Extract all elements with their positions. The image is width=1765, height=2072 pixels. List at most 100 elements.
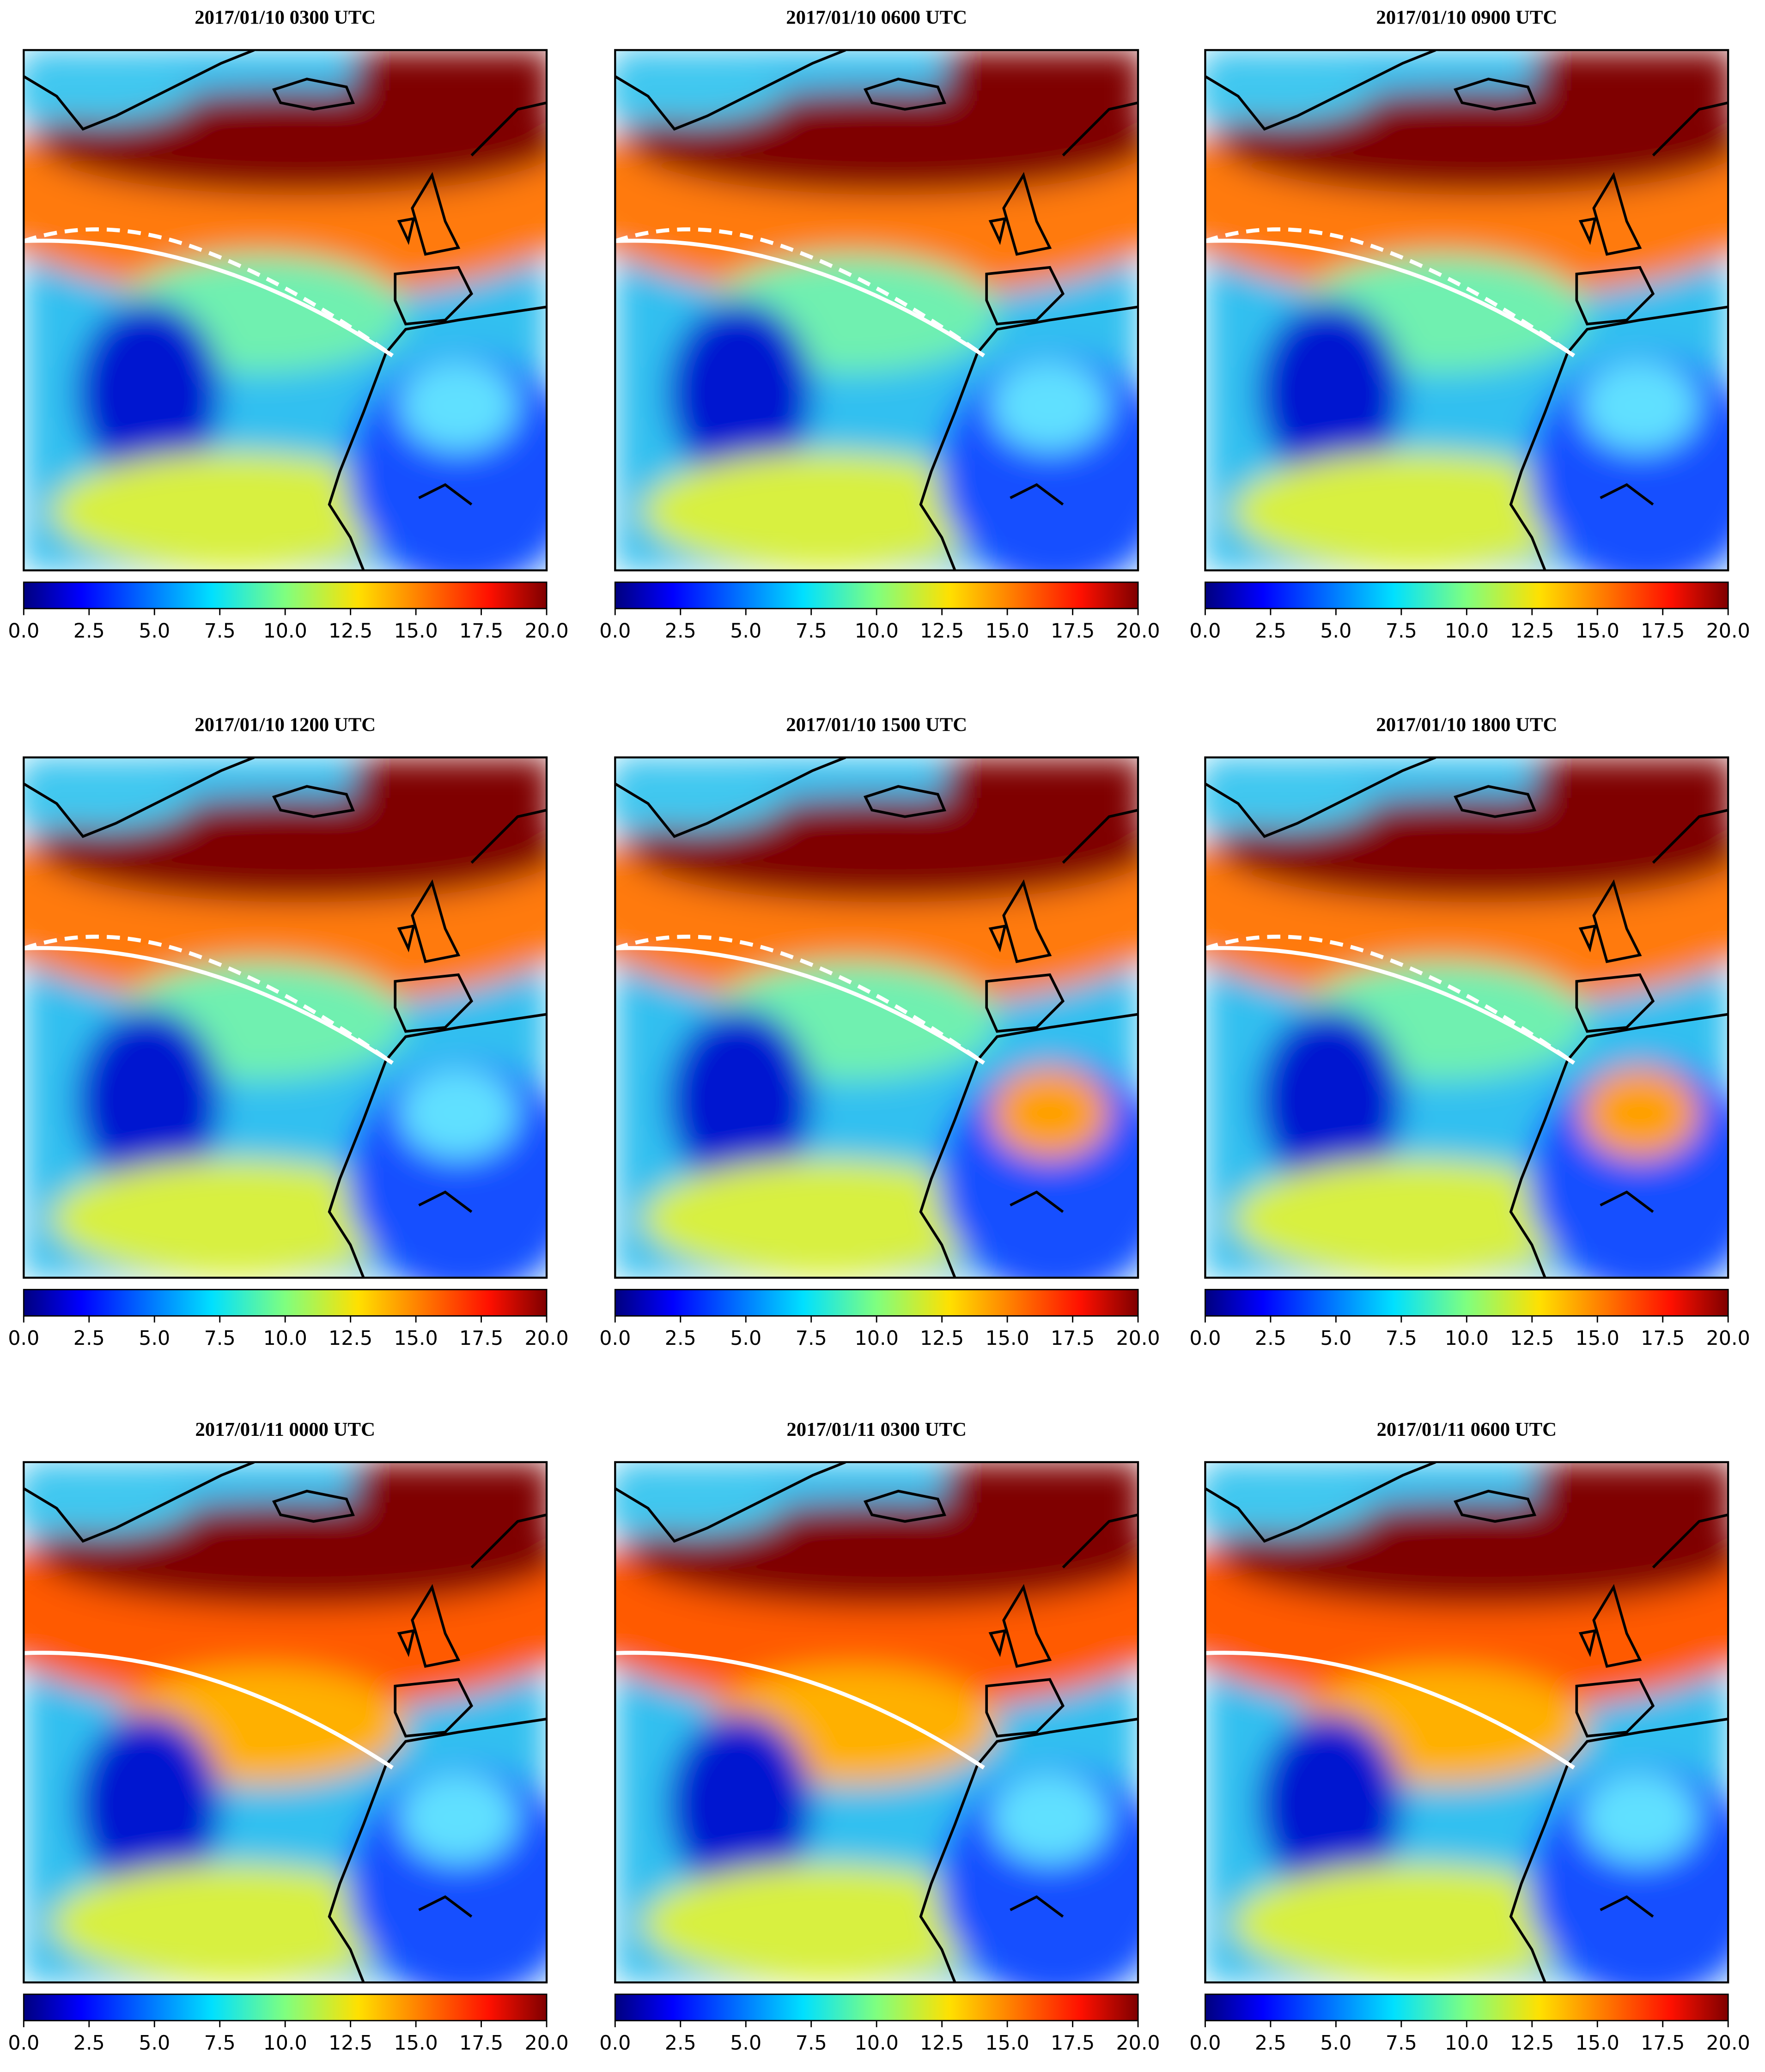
coastline xyxy=(863,1489,946,1523)
coastline xyxy=(1575,266,1655,326)
coastline xyxy=(1509,1013,1728,1278)
colorbar-tick-label: 20.0 xyxy=(1116,620,1160,643)
field-blob xyxy=(24,56,195,123)
coastline xyxy=(24,757,255,838)
field-blob xyxy=(1231,1159,1601,1278)
field-blob xyxy=(1534,50,1728,129)
coastline xyxy=(1454,785,1537,818)
field-blob xyxy=(76,300,221,485)
colorbar-tick-label: 15.0 xyxy=(394,2032,438,2055)
colorbar xyxy=(1205,1288,1729,1317)
coastline xyxy=(394,973,474,1033)
field-blob xyxy=(990,1067,1109,1160)
map xyxy=(1205,1462,1728,1983)
colorbar-tick-label: 15.0 xyxy=(394,620,438,643)
coastline xyxy=(988,879,1052,963)
colorbar-tick-label: 10.0 xyxy=(855,1327,899,1350)
panel-title: 2017/01/10 1200 UTC xyxy=(195,714,376,735)
field-blob xyxy=(50,1864,419,1983)
field-blob xyxy=(76,1008,221,1192)
colorbar-tick-label: 20.0 xyxy=(1116,2032,1160,2055)
coastline xyxy=(1578,172,1642,256)
colorbar-tick-label: 5.0 xyxy=(1320,2032,1351,2055)
colorbar xyxy=(614,1993,1139,2022)
colorbar-tick-label: 7.5 xyxy=(796,620,827,643)
wind-field xyxy=(24,50,547,571)
panel: 2017/01/11 0300 UTC 0.0 2.5 5.0 7.5 10.0 12.5 1… xyxy=(599,1419,1160,2055)
panel-title: 2017/01/11 0000 UTC xyxy=(195,1419,375,1440)
panel: 2017/01/10 1200 UTC 0.0 2.5 5.0 7.5 10.0 12.5 1… xyxy=(8,714,568,1350)
colorbar-tick-label: 2.5 xyxy=(1255,620,1286,643)
field-blob xyxy=(1231,451,1601,571)
colorbar-tick-label: 5.0 xyxy=(139,620,170,643)
field-blob xyxy=(944,1462,1138,1541)
coastline xyxy=(272,78,355,111)
coastline xyxy=(1205,50,1436,131)
colorbar-tick-label: 10.0 xyxy=(1445,620,1489,643)
field-blob xyxy=(50,1159,419,1278)
field-blob xyxy=(615,1469,786,1535)
colorbar-tick-label: 15.0 xyxy=(1576,620,1619,643)
colorbar-tick-label: 20.0 xyxy=(1116,1327,1160,1350)
colorbar-tick-label: 0.0 xyxy=(599,2032,631,2055)
colorbar xyxy=(23,581,548,609)
coastline xyxy=(1454,78,1537,111)
coastline xyxy=(1205,757,1436,838)
field-blob xyxy=(641,1159,1010,1278)
colorbar xyxy=(614,581,1139,609)
colorbar-tick-label: 5.0 xyxy=(730,620,761,643)
colorbar-tick-label: 17.5 xyxy=(459,2032,503,2055)
map xyxy=(24,50,547,571)
colorbar-tick-label: 17.5 xyxy=(1641,1327,1685,1350)
field-blob xyxy=(353,50,547,129)
colorbar-tick-label: 10.0 xyxy=(1445,1327,1489,1350)
map xyxy=(24,757,547,1278)
coastline xyxy=(328,305,547,571)
colorbar-tick-label: 12.5 xyxy=(1510,2032,1554,2055)
trajectory-dashed xyxy=(24,227,394,358)
trajectory xyxy=(615,238,985,358)
colorbar-tick-label: 5.0 xyxy=(730,1327,761,1350)
colorbar-tick-label: 20.0 xyxy=(1706,1327,1750,1350)
trajectory xyxy=(615,946,985,1065)
panel: 2017/01/10 0900 UTC 0.0 2.5 5.0 7.5 10.0 12.5 1… xyxy=(1189,6,1750,643)
colorbar-tick-label: 10.0 xyxy=(855,2032,899,2055)
colorbar-tick-label: 5.0 xyxy=(1320,620,1351,643)
colorbar-tick-label: 2.5 xyxy=(73,2032,105,2055)
field-blob xyxy=(1258,1008,1403,1192)
colorbar-tick-label: 17.5 xyxy=(1051,620,1095,643)
field-blob xyxy=(944,50,1138,129)
colorbar-tick-label: 7.5 xyxy=(1386,2032,1417,2055)
coastline xyxy=(328,1718,547,1983)
panel: 2017/01/10 0600 UTC 0.0 2.5 5.0 7.5 10.0 12.5 1… xyxy=(599,6,1160,643)
field-blob xyxy=(668,1008,813,1192)
map xyxy=(615,1462,1138,1983)
colorbar-tick-label: 2.5 xyxy=(665,620,696,643)
colorbar-tick-label: 12.5 xyxy=(920,620,964,643)
map-frame xyxy=(23,1461,548,1984)
colorbar-tick-label: 17.5 xyxy=(1051,2032,1095,2055)
trajectory xyxy=(24,946,394,1065)
map xyxy=(24,1462,547,1983)
field-blob xyxy=(641,451,1010,571)
panel: 2017/01/10 0300 UTC 0.0 2.5 5.0 7.5 10.0 12.5 1… xyxy=(8,6,568,643)
map-frame xyxy=(1204,49,1729,571)
field-blob xyxy=(1258,300,1403,485)
wind-field xyxy=(1205,1462,1728,1983)
coastline xyxy=(1454,1489,1537,1523)
map-frame xyxy=(614,49,1139,571)
colorbar-tick-label: 0.0 xyxy=(1189,620,1221,643)
field-blob xyxy=(353,1462,547,1541)
coastline xyxy=(1010,1513,1138,1918)
trajectory-dashed xyxy=(1205,935,1576,1065)
colorbar-tick-label: 5.0 xyxy=(1320,1327,1351,1350)
coastline xyxy=(272,785,355,818)
map-frame xyxy=(23,49,548,571)
field-blob xyxy=(1205,1469,1376,1535)
coastline xyxy=(985,266,1065,326)
field-blob xyxy=(399,1771,518,1864)
field-blob xyxy=(399,1067,518,1160)
coastline xyxy=(919,1013,1138,1278)
coastline xyxy=(988,1584,1052,1668)
coastline xyxy=(1575,973,1655,1033)
